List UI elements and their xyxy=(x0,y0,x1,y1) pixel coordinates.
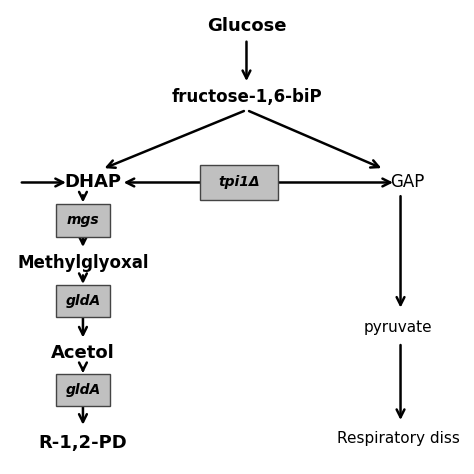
FancyBboxPatch shape xyxy=(56,285,110,317)
Text: Glucose: Glucose xyxy=(207,17,286,35)
Text: pyruvate: pyruvate xyxy=(364,319,432,335)
Text: Acetol: Acetol xyxy=(51,344,115,362)
Text: Respiratory diss: Respiratory diss xyxy=(337,431,460,446)
Text: R-1,2-PD: R-1,2-PD xyxy=(38,434,128,452)
Text: fructose-1,6-biP: fructose-1,6-biP xyxy=(171,88,322,106)
Text: GAP: GAP xyxy=(391,173,425,191)
Text: gldA: gldA xyxy=(65,294,100,308)
Text: DHAP: DHAP xyxy=(64,173,121,191)
FancyBboxPatch shape xyxy=(56,374,110,406)
FancyBboxPatch shape xyxy=(200,165,279,200)
Text: gldA: gldA xyxy=(65,383,100,397)
FancyBboxPatch shape xyxy=(56,204,110,237)
Text: Methylglyoxal: Methylglyoxal xyxy=(17,254,149,272)
Text: tpi1Δ: tpi1Δ xyxy=(219,175,260,190)
Text: mgs: mgs xyxy=(67,213,99,228)
